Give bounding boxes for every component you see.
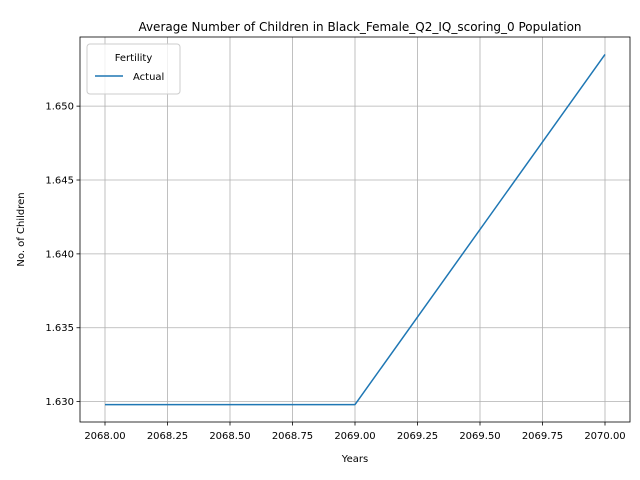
x-tick-label: 2070.00 (584, 431, 625, 442)
y-tick-label: 1.640 (45, 249, 74, 260)
y-tick-label: 1.630 (45, 397, 74, 408)
y-axis: 1.630 1.635 1.640 1.645 1.650 (45, 102, 80, 408)
y-tick-label: 1.650 (45, 102, 74, 113)
x-tick-label: 2068.25 (147, 431, 188, 442)
x-tick-label: 2068.00 (84, 431, 125, 442)
x-tick-label: 2069.75 (522, 431, 563, 442)
series-line (105, 53, 606, 406)
chart-title: Average Number of Children in Black_Fema… (138, 20, 581, 34)
x-axis-label: Years (341, 454, 368, 465)
x-axis: 2068.00 2068.25 2068.50 2068.75 2069.00 2069.… (84, 422, 626, 442)
y-axis-label: No. of Children (16, 192, 27, 266)
legend-title: Fertility (115, 53, 153, 64)
x-tick-label: 2068.75 (272, 431, 313, 442)
y-tick-label: 1.645 (45, 176, 74, 187)
y-tick-label: 1.635 (45, 323, 74, 334)
legend-box (86, 43, 181, 95)
x-tick-label: 2069.00 (334, 431, 375, 442)
x-tick-label: 2069.25 (397, 431, 438, 442)
legend: Fertility Actual (86, 43, 181, 95)
series-layer (105, 53, 606, 406)
x-tick-label: 2069.50 (459, 431, 500, 442)
legend-entries: Actual (95, 72, 164, 83)
legend-label: Actual (133, 72, 164, 83)
x-tick-label: 2068.50 (209, 431, 250, 442)
